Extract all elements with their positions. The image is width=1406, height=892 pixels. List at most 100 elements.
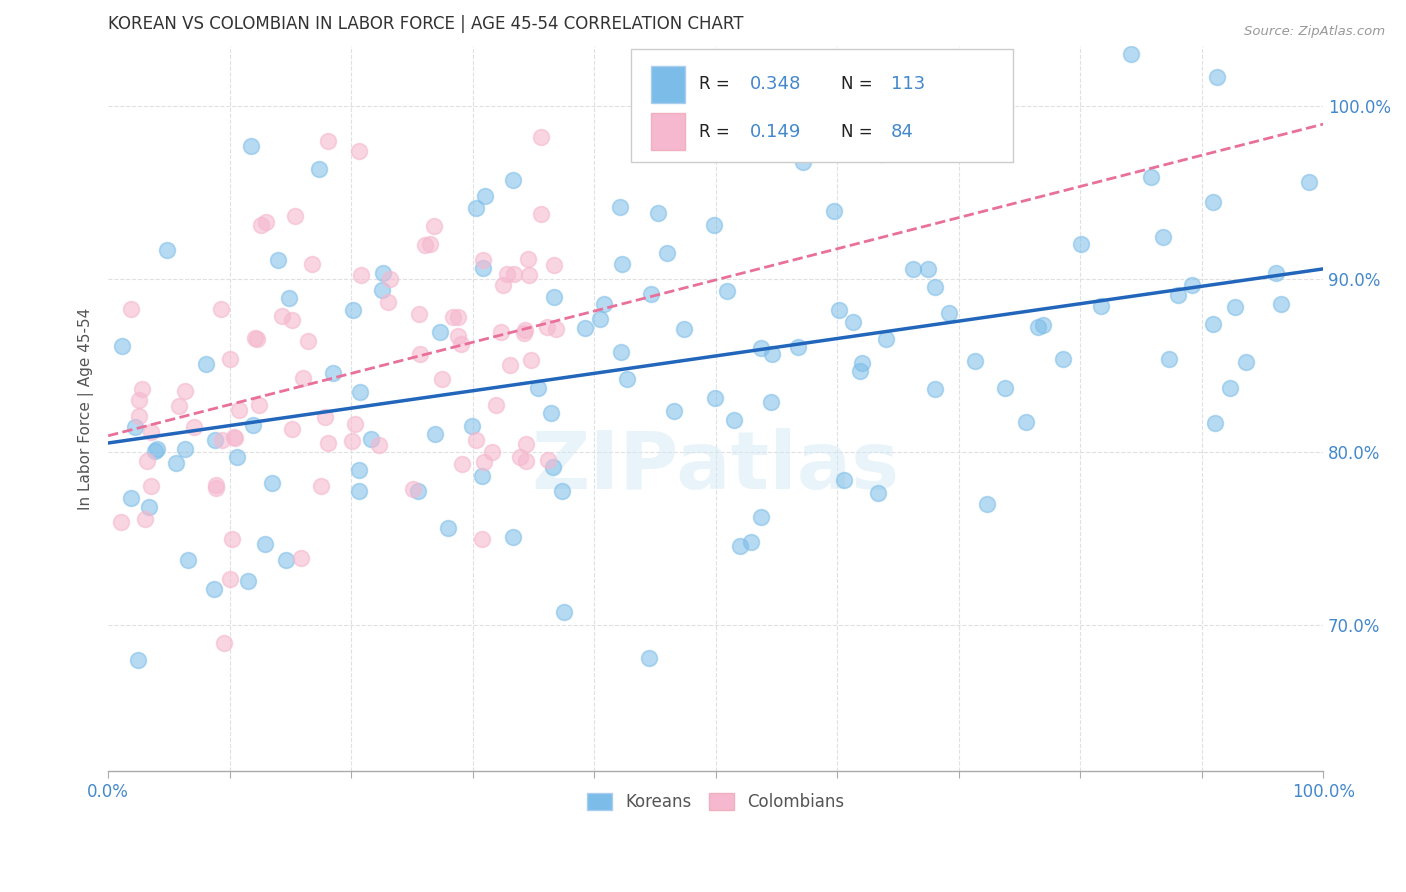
Point: [593, 296, 616, 310]
Point: [1223, 300, 1246, 314]
Point: [267, 253, 290, 268]
Legend: Koreans, Colombians: Koreans, Colombians: [581, 786, 851, 817]
Point: [1119, 47, 1142, 62]
Point: [156, 243, 179, 257]
Point: [165, 456, 187, 470]
Point: [527, 381, 550, 395]
Point: [146, 442, 169, 457]
Point: [204, 433, 226, 447]
Text: 0.149: 0.149: [751, 123, 801, 141]
Point: [530, 129, 553, 144]
Point: [322, 366, 344, 380]
Point: [1070, 236, 1092, 251]
Point: [254, 214, 277, 228]
Point: [371, 266, 394, 280]
Point: [471, 260, 494, 275]
Point: [553, 605, 575, 619]
Point: [491, 278, 513, 293]
Point: [536, 320, 558, 334]
Point: [465, 434, 488, 448]
Point: [1202, 195, 1225, 210]
Point: [471, 469, 494, 483]
Point: [662, 404, 685, 418]
Point: [499, 358, 522, 372]
Point: [461, 418, 484, 433]
Point: [963, 354, 986, 368]
Point: [924, 280, 946, 294]
Point: [616, 372, 638, 386]
Point: [609, 200, 631, 214]
Point: [1202, 317, 1225, 331]
Point: [502, 173, 524, 187]
Point: [450, 457, 472, 471]
Point: [589, 312, 612, 326]
Point: [537, 453, 560, 467]
Point: [368, 438, 391, 452]
Point: [520, 352, 543, 367]
Text: Source: ZipAtlas.com: Source: ZipAtlas.com: [1244, 25, 1385, 38]
Point: [728, 539, 751, 553]
Point: [1157, 352, 1180, 367]
Point: [423, 219, 446, 234]
Point: [249, 219, 271, 233]
Point: [174, 384, 197, 398]
Point: [1181, 278, 1204, 293]
Point: [111, 338, 134, 352]
Point: [344, 417, 367, 432]
Point: [138, 500, 160, 515]
FancyBboxPatch shape: [631, 49, 1014, 161]
Point: [1152, 229, 1174, 244]
Point: [347, 483, 370, 498]
Point: [221, 533, 243, 547]
Point: [141, 425, 163, 439]
Point: [465, 201, 488, 215]
Point: [219, 351, 242, 366]
Point: [342, 303, 364, 318]
Point: [342, 434, 364, 449]
Point: [211, 433, 233, 447]
Text: N =: N =: [841, 123, 879, 141]
Point: [828, 302, 851, 317]
Text: KOREAN VS COLOMBIAN IN LABOR FORCE | AGE 45-54 CORRELATION CHART: KOREAN VS COLOMBIAN IN LABOR FORCE | AGE…: [108, 15, 744, 33]
Point: [1205, 416, 1227, 430]
Point: [245, 332, 267, 346]
Point: [202, 582, 225, 597]
Point: [447, 310, 470, 324]
Text: N =: N =: [841, 76, 879, 94]
Point: [120, 491, 142, 505]
Point: [277, 291, 299, 305]
Point: [316, 134, 339, 148]
Point: [471, 532, 494, 546]
Point: [128, 393, 150, 408]
Point: [749, 509, 772, 524]
Point: [1265, 266, 1288, 280]
Point: [994, 381, 1017, 395]
Point: [976, 497, 998, 511]
Point: [544, 322, 567, 336]
Point: [472, 253, 495, 268]
Point: [136, 454, 159, 468]
Point: [347, 144, 370, 158]
Point: [917, 262, 939, 277]
Text: 113: 113: [891, 76, 925, 94]
Point: [647, 206, 669, 220]
Point: [371, 283, 394, 297]
Point: [1219, 382, 1241, 396]
Y-axis label: In Labor Force | Age 45-54: In Labor Force | Age 45-54: [79, 308, 94, 509]
Point: [1298, 175, 1320, 189]
Point: [1167, 288, 1189, 302]
Point: [139, 479, 162, 493]
Text: 0.348: 0.348: [751, 76, 801, 94]
Point: [517, 268, 540, 283]
Point: [513, 323, 536, 337]
Point: [749, 342, 772, 356]
Point: [637, 651, 659, 665]
Point: [787, 341, 810, 355]
Point: [832, 474, 855, 488]
Point: [823, 203, 845, 218]
Point: [120, 301, 142, 316]
Point: [1032, 318, 1054, 332]
Point: [253, 537, 276, 551]
Point: [551, 484, 574, 499]
Point: [938, 305, 960, 319]
